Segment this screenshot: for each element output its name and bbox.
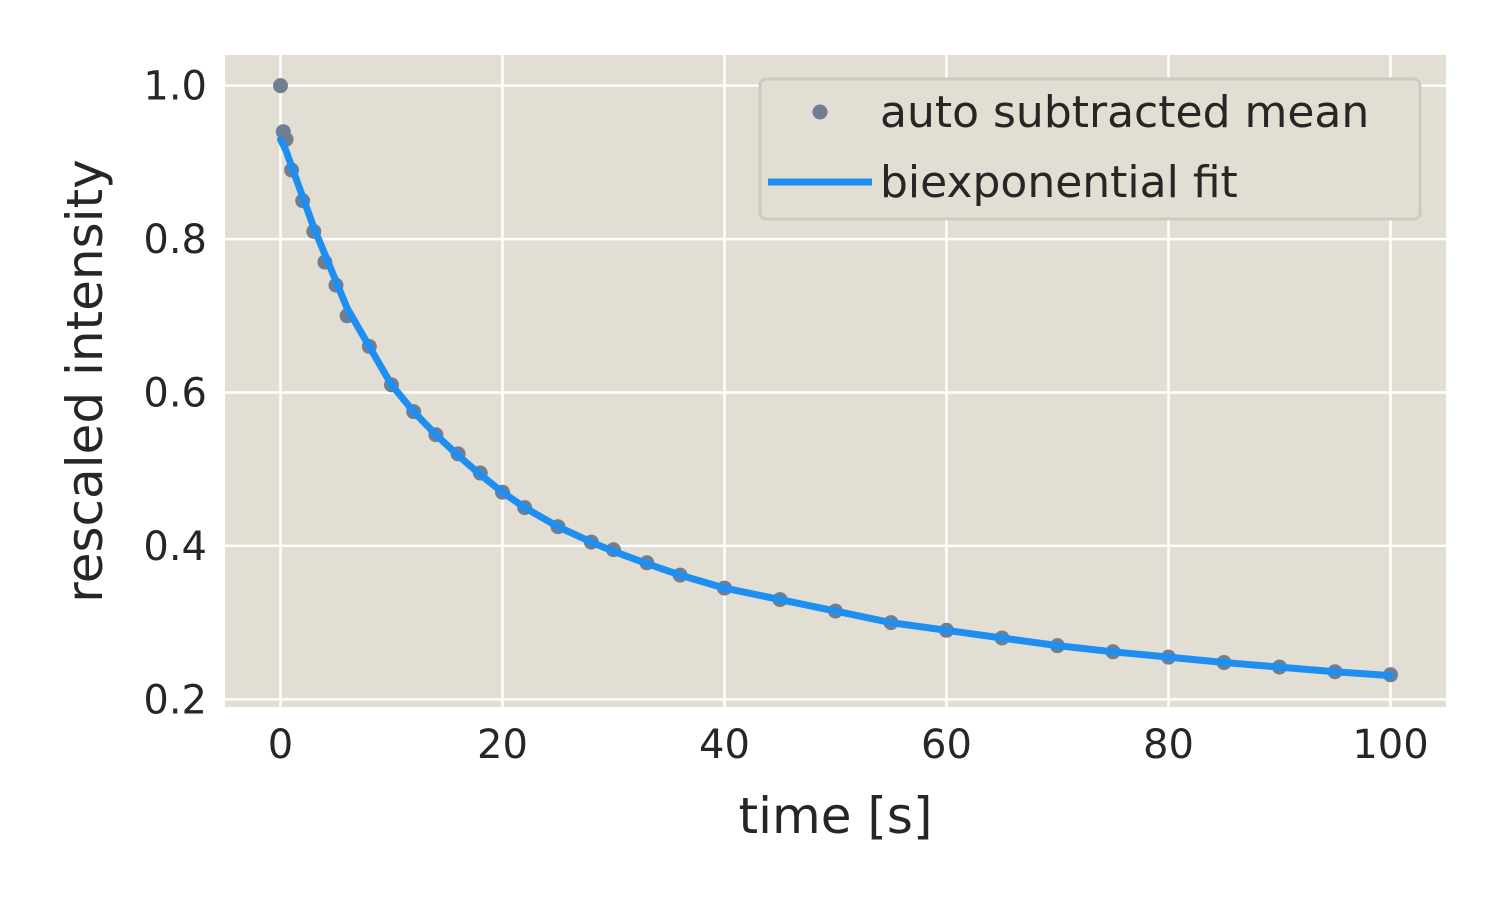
fit-curve-layer xyxy=(277,135,1394,680)
y-tick-label: 0.6 xyxy=(143,371,207,417)
x-axis-label: time [s] xyxy=(739,787,933,845)
legend-label-fit: biexponential fit xyxy=(880,157,1238,208)
x-tick-label: 100 xyxy=(1352,722,1428,768)
x-tick-label: 60 xyxy=(921,722,972,768)
y-tick-label: 1.0 xyxy=(143,64,207,110)
x-tick-label: 20 xyxy=(477,722,528,768)
data-point xyxy=(273,78,288,94)
fit-curve xyxy=(277,135,1394,680)
x-tick-label: 80 xyxy=(1143,722,1194,768)
legend-marker-points xyxy=(812,104,828,120)
x-tick-label: 40 xyxy=(699,722,750,768)
legend: auto subtracted mean biexponential fit xyxy=(758,77,1422,221)
x-tick-label: 0 xyxy=(268,722,293,768)
y-axis-label: rescaled intensity xyxy=(56,159,114,602)
y-tick-label: 0.2 xyxy=(143,677,207,723)
legend-box xyxy=(758,77,1422,221)
legend-label-points: auto subtracted mean xyxy=(880,87,1369,138)
y-tick-label: 0.4 xyxy=(143,524,207,570)
y-tick-label: 0.8 xyxy=(143,217,207,263)
tick-labels: 0 20 40 60 80 100 0.2 0.4 0.6 0.8 1.0 xyxy=(143,64,1428,768)
